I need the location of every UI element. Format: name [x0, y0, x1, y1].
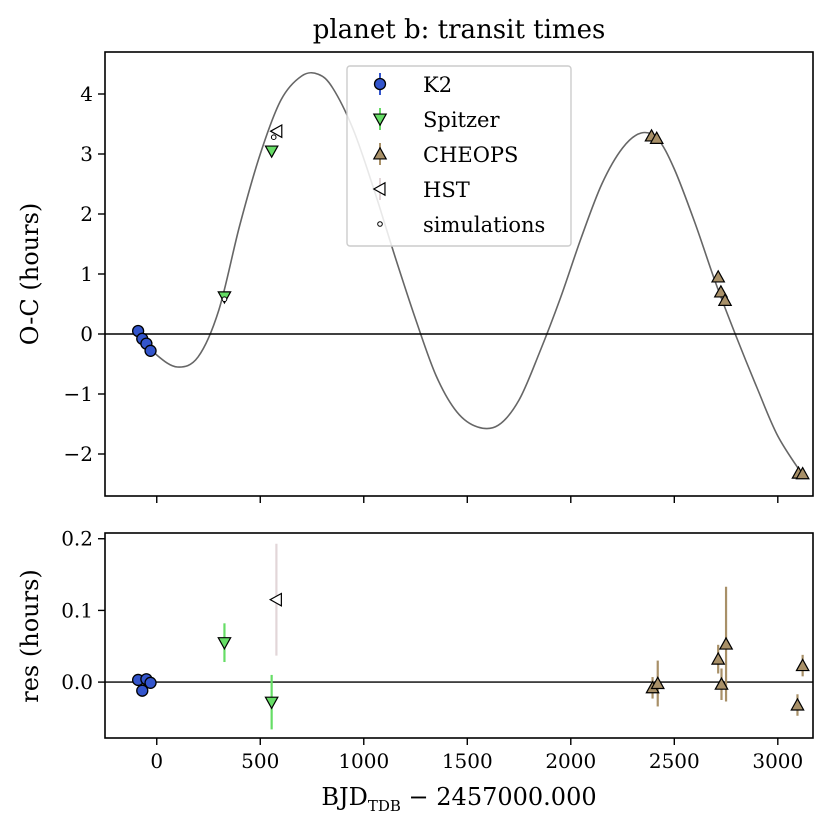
residual-point-spitzer — [217, 637, 232, 651]
residuals-x-tick-label: 1000 — [338, 749, 389, 773]
legend-markers — [372, 73, 388, 227]
residuals-y-tick-label: 0.0 — [61, 670, 93, 694]
residual-point-cheops — [718, 636, 734, 650]
oc-plot-frame — [104, 51, 814, 497]
chart-title: planet b: transit times — [313, 15, 606, 45]
oc-y-tick-label: −2 — [64, 442, 93, 466]
oc-y-tick-label: 1 — [80, 262, 93, 286]
oc-point-cheops — [649, 130, 664, 144]
residual-ticks-layer: 0 500 1000 1500 2000 2500 3000 0.0 0.1 0.2 — [61, 527, 803, 773]
x-axis-label: BJDTDB − 2457000.000 — [321, 783, 596, 815]
residual-point-cheops — [790, 697, 805, 711]
residuals-y-axis-label: res (hours) — [16, 569, 44, 703]
residuals-panel: 0 500 1000 1500 2000 2500 3000 0.0 0.1 0.2 res (h… — [16, 527, 814, 815]
oc-y-tick-label: 4 — [80, 82, 93, 106]
oc-y-tick-label: −1 — [64, 382, 93, 406]
x-label-bjd: BJD — [321, 783, 368, 811]
model-curve — [137, 71, 804, 476]
residual-point-cheops — [650, 676, 665, 690]
residuals-x-tick-label: 2500 — [649, 749, 700, 773]
legend-label-spitzer: Spitzer — [423, 108, 500, 132]
residual-point-cheops — [714, 676, 729, 690]
residuals-y-tick-label: 0.1 — [61, 598, 93, 622]
residuals-x-tick-label: 3000 — [752, 749, 803, 773]
oc-point-cheops — [713, 284, 729, 298]
oc-point-cheops — [717, 292, 733, 306]
oc-point-simulations — [221, 296, 228, 303]
residual-point-cheops — [795, 658, 810, 672]
oc-ticks-layer: −2 −1 0 1 2 3 4 — [64, 82, 779, 503]
residual-point-k2 — [136, 684, 149, 697]
residual-point-spitzer — [264, 696, 279, 710]
oc-point-spitzer — [264, 145, 279, 159]
legend-marker-hst — [372, 181, 386, 197]
legend-label-cheops: CHEOPS — [423, 143, 518, 167]
legend-label-k2: K2 — [423, 73, 452, 97]
residual-point-cheops — [710, 651, 726, 665]
legend-marker-spitzer — [372, 113, 388, 127]
legend-box — [346, 65, 572, 247]
residuals-x-tick-label: 1500 — [442, 749, 493, 773]
legend-marker-cheops — [372, 146, 388, 160]
oc-y-tick-label: 0 — [80, 322, 93, 346]
residual-points-layer — [131, 592, 810, 711]
legend: K2 Spitzer CHEOPS HST simulations — [346, 65, 572, 247]
oc-points-layer — [131, 123, 810, 480]
oc-y-axis-label: O-C (hours) — [16, 203, 44, 346]
x-label-subscript: TDB — [368, 797, 401, 815]
residuals-y-tick-label: 0.2 — [61, 527, 93, 551]
oc-point-cheops — [710, 269, 726, 283]
residuals-x-tick-label: 500 — [241, 749, 279, 773]
legend-label-hst: HST — [423, 178, 470, 202]
model-curve-layer — [137, 71, 804, 476]
residual-point-k2 — [144, 676, 157, 689]
oc-panel: −2 −1 0 1 2 3 4 O-C (hours) K2 Spitzer CHEOPS … — [16, 51, 814, 503]
residuals-plot-frame — [104, 532, 814, 739]
oc-point-k2 — [144, 344, 157, 357]
oc-point-simulations — [270, 134, 277, 140]
x-label-rest: − 2457000.000 — [401, 783, 597, 811]
oc-y-tick-label: 3 — [80, 142, 93, 166]
legend-label-simulations: simulations — [423, 213, 545, 237]
residuals-x-tick-label: 2000 — [545, 749, 596, 773]
residuals-x-tick-label: 0 — [150, 749, 163, 773]
oc-point-hst — [269, 123, 283, 139]
oc-y-tick-label: 2 — [80, 202, 93, 226]
residual-point-hst — [268, 592, 282, 607]
legend-marker-simulations — [377, 221, 383, 227]
oc-point-cheops — [795, 466, 810, 480]
legend-marker-k2 — [373, 77, 387, 91]
